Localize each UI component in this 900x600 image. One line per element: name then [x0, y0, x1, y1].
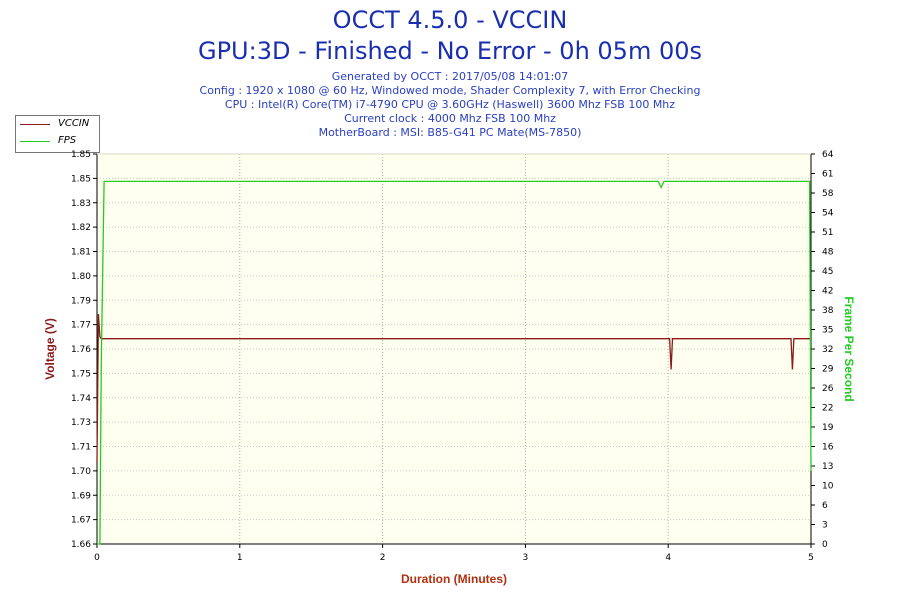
y-tick-label: 1.81: [71, 248, 91, 258]
y2-tick-label: 42: [822, 287, 833, 297]
y2-tick-label: 10: [822, 482, 834, 492]
info-cpu: CPU : Intel(R) Core(TM) i7-4790 CPU @ 3.…: [224, 98, 676, 111]
y2-tick-label: 35: [822, 326, 833, 336]
y-axis-label: Voltage (V): [43, 318, 57, 380]
y-tick-label: 1.77: [71, 321, 91, 331]
legend-swatch-vccin: [20, 124, 50, 125]
series-line-fps: [97, 180, 812, 545]
y2-tick-label: 0: [822, 540, 828, 550]
y2-tick-label: 13: [822, 462, 833, 472]
y2-axis-label: Frame Per Second: [842, 296, 856, 401]
y-tick-label: 1.82: [71, 223, 91, 233]
y2-tick-label: 51: [822, 228, 833, 238]
info-motherboard: MotherBoard : MSI: B85-G41 PC Mate(MS-78…: [318, 126, 582, 139]
y2-tick-label: 22: [822, 404, 833, 414]
y-tick-label: 1.70: [71, 467, 91, 477]
y2-tick-label: 3: [822, 521, 828, 531]
info-clock: Current clock : 4000 Mhz FSB 100 Mhz: [344, 112, 556, 125]
legend-label-fps: FPS: [58, 135, 77, 146]
x-tick-label: 2: [380, 553, 386, 563]
info-config: Config : 1920 x 1080 @ 60 Hz, Windowed m…: [199, 84, 701, 97]
legend-item-vccin: VCCIN: [20, 117, 100, 131]
chart-title: OCCT 4.5.0 - VCCIN: [332, 6, 568, 34]
y-tick-label: 1.67: [71, 516, 91, 526]
y2-tick-label: 58: [822, 189, 834, 199]
y-tick-label: 1.80: [71, 272, 91, 282]
y-tick-label: 1.85: [71, 150, 91, 160]
y-tick-label: 1.76: [71, 345, 91, 355]
y2-tick-label: 54: [822, 209, 834, 219]
y-tick-label: 1.83: [71, 199, 91, 209]
y-tick-label: 1.79: [71, 296, 91, 306]
x-tick-label: 0: [94, 553, 100, 563]
y-tick-label: 1.73: [71, 418, 91, 428]
y2-tick-label: 32: [822, 345, 833, 355]
y2-tick-label: 16: [822, 443, 834, 453]
y-tick-label: 1.71: [71, 443, 91, 453]
y2-tick-label: 6: [822, 501, 828, 511]
y2-tick-label: 19: [822, 423, 834, 433]
x-axis-label: Duration (Minutes): [401, 572, 507, 586]
y2-tick-label: 29: [822, 365, 834, 375]
y2-tick-label: 48: [822, 248, 834, 258]
y-tick-label: 1.74: [71, 394, 91, 404]
y2-tick-label: 61: [822, 170, 833, 180]
info-generated: Generated by OCCT : 2017/05/08 14:01:07: [331, 70, 569, 83]
y-tick-label: 1.69: [71, 491, 91, 501]
x-tick-label: 5: [808, 553, 814, 563]
y2-tick-label: 64: [822, 150, 834, 160]
chart-legend: VCCIN FPS: [15, 115, 100, 153]
y-tick-label: 1.66: [71, 540, 91, 550]
y2-tick-label: 45: [822, 267, 833, 277]
legend-label-vccin: VCCIN: [58, 118, 90, 129]
y-tick-label: 1.85: [71, 174, 91, 184]
series-line-vccin: [96, 314, 811, 462]
x-tick-label: 3: [523, 553, 529, 563]
x-tick-label: 4: [665, 553, 671, 563]
legend-swatch-fps: [20, 141, 50, 142]
y2-tick-label: 26: [822, 384, 834, 394]
x-tick-label: 1: [237, 553, 243, 563]
y-tick-label: 1.75: [71, 369, 91, 379]
chart-subtitle: GPU:3D - Finished - No Error - 0h 05m 00…: [197, 37, 702, 65]
legend-item-fps: FPS: [20, 134, 100, 148]
y2-tick-label: 38: [822, 306, 834, 316]
